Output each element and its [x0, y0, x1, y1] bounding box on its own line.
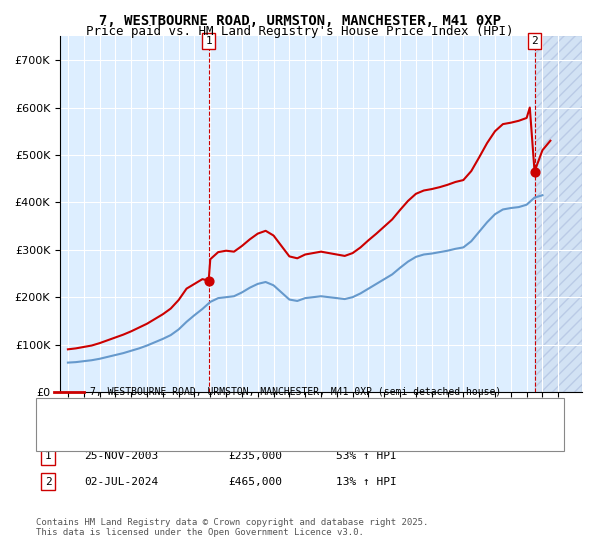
Text: Contains HM Land Registry data © Crown copyright and database right 2025.
This d: Contains HM Land Registry data © Crown c…: [36, 518, 428, 538]
Text: 25-NOV-2003: 25-NOV-2003: [84, 451, 158, 461]
Text: 1: 1: [44, 451, 52, 461]
Text: 2: 2: [531, 36, 538, 46]
Text: HPI: Average price, semi-detached house, Trafford: HPI: Average price, semi-detached house,…: [90, 401, 378, 411]
Text: £235,000: £235,000: [228, 451, 282, 461]
Text: 2: 2: [44, 477, 52, 487]
Text: Price paid vs. HM Land Registry's House Price Index (HPI): Price paid vs. HM Land Registry's House …: [86, 25, 514, 38]
Point: [204, 276, 214, 285]
Point: [530, 167, 539, 176]
Text: 53% ↑ HPI: 53% ↑ HPI: [336, 451, 397, 461]
Text: 7, WESTBOURNE ROAD, URMSTON, MANCHESTER, M41 0XP: 7, WESTBOURNE ROAD, URMSTON, MANCHESTER,…: [99, 14, 501, 28]
Text: 1: 1: [205, 36, 212, 46]
Text: £465,000: £465,000: [228, 477, 282, 487]
Text: 7, WESTBOURNE ROAD, URMSTON, MANCHESTER, M41 0XP (semi-detached house): 7, WESTBOURNE ROAD, URMSTON, MANCHESTER,…: [90, 387, 501, 397]
Bar: [535, 36, 582, 392]
Text: 13% ↑ HPI: 13% ↑ HPI: [336, 477, 397, 487]
Text: 02-JUL-2024: 02-JUL-2024: [84, 477, 158, 487]
